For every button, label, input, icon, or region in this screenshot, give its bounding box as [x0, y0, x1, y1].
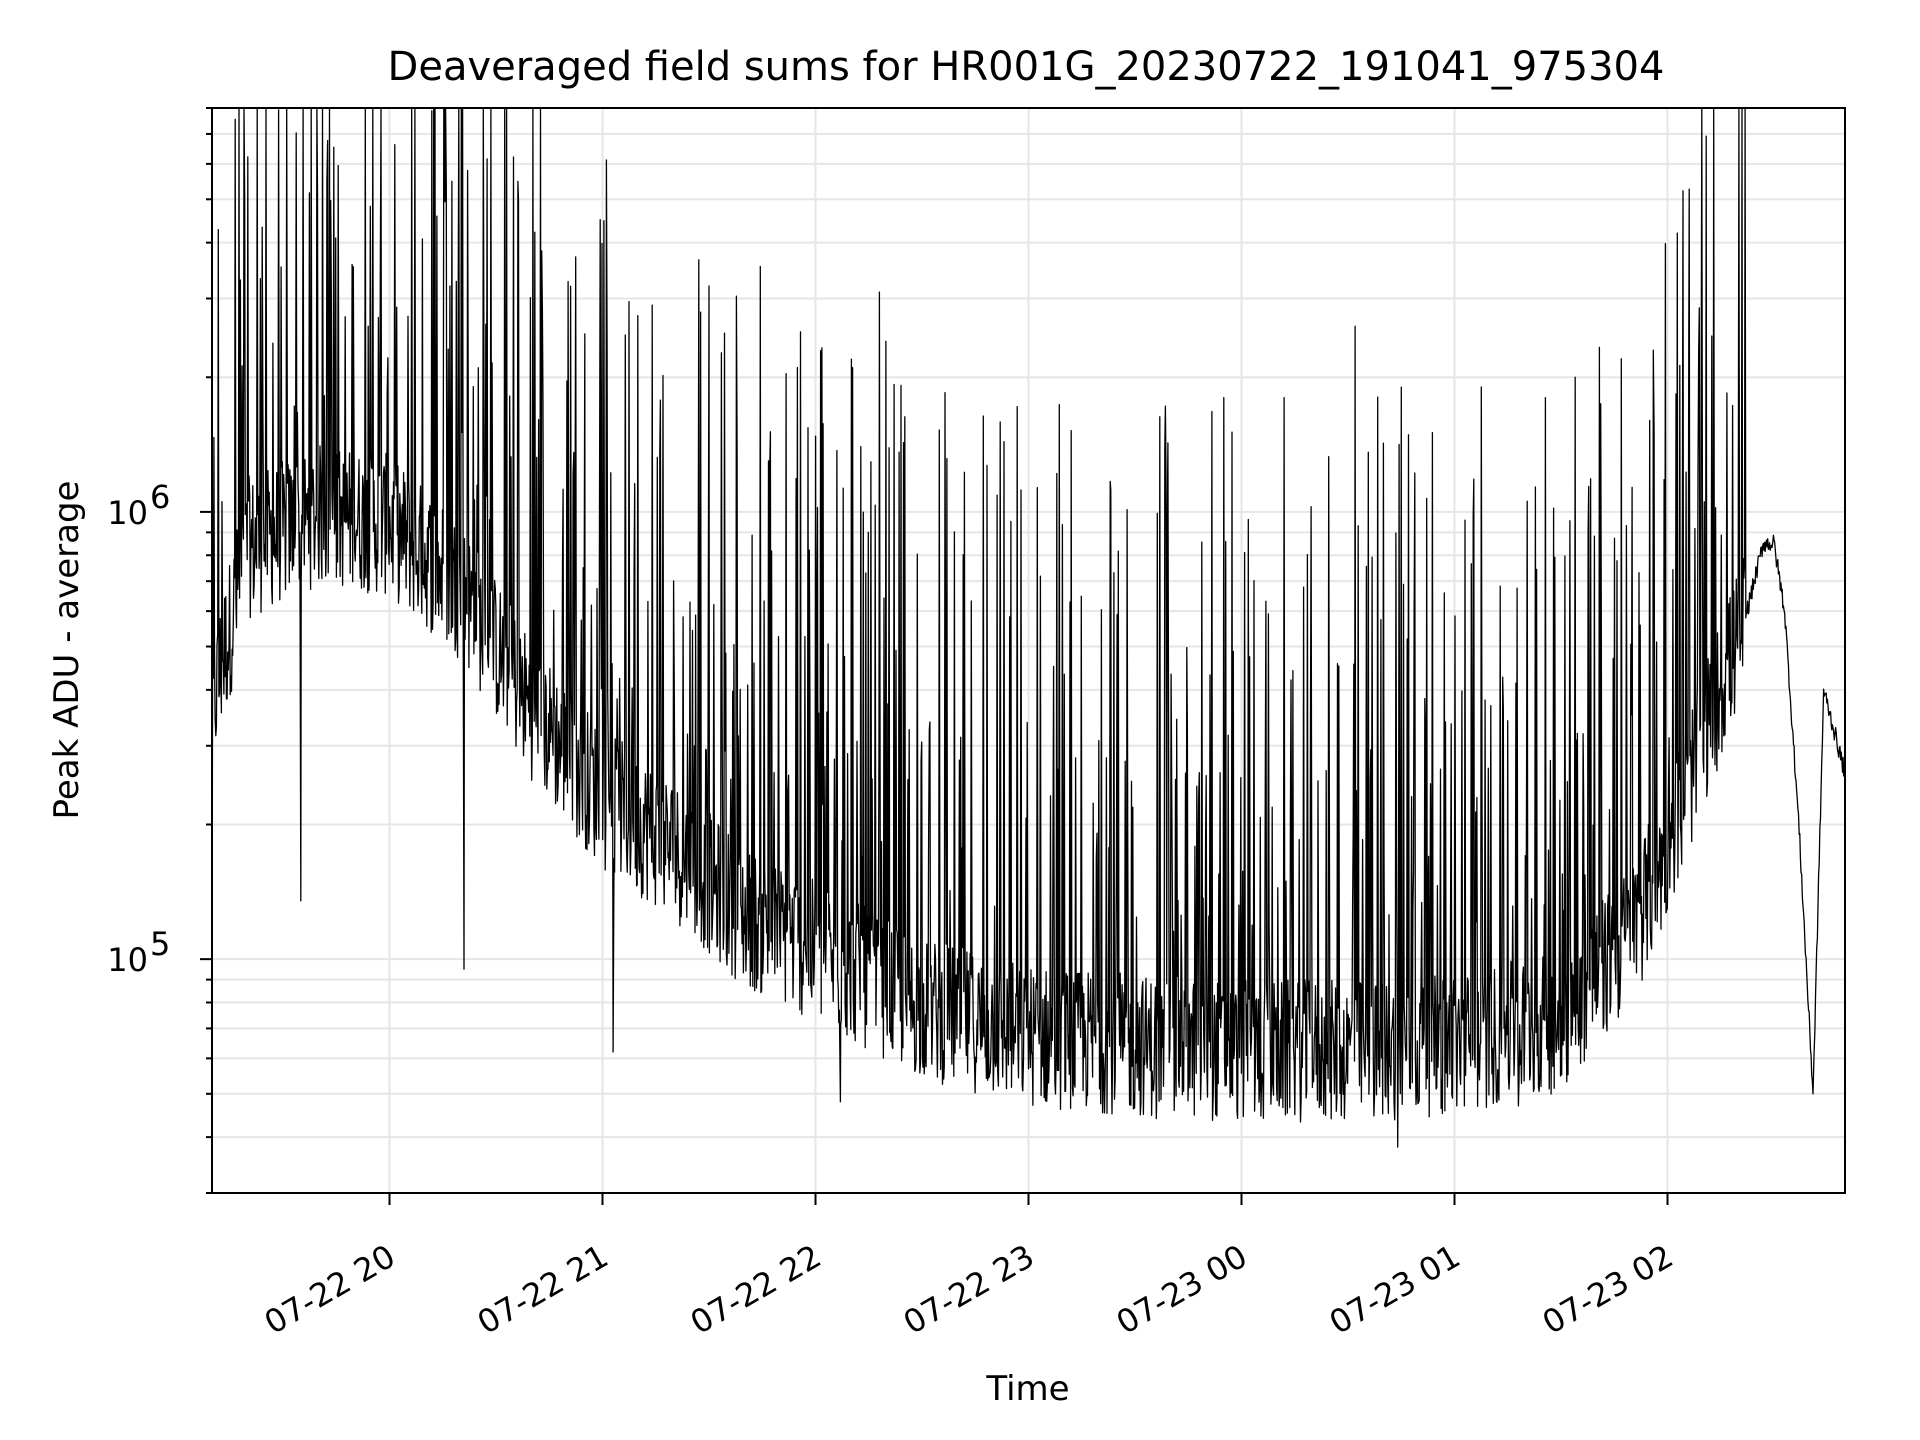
y-axis-label: Peak ADU - average — [47, 481, 87, 820]
y-tick-exponent: 5 — [150, 925, 170, 963]
y-tick-label: 10 — [107, 494, 148, 532]
chart-title: Deaveraged field sums for HR001G_2023072… — [388, 44, 1665, 90]
grid — [212, 107, 1845, 1194]
series-layer — [211, 107, 1846, 1148]
y-tick-exponent: 6 — [150, 478, 170, 516]
series-line — [211, 107, 1846, 1148]
x-axis-label: Time — [985, 1369, 1069, 1409]
y-tick-label: 10 — [107, 941, 148, 979]
